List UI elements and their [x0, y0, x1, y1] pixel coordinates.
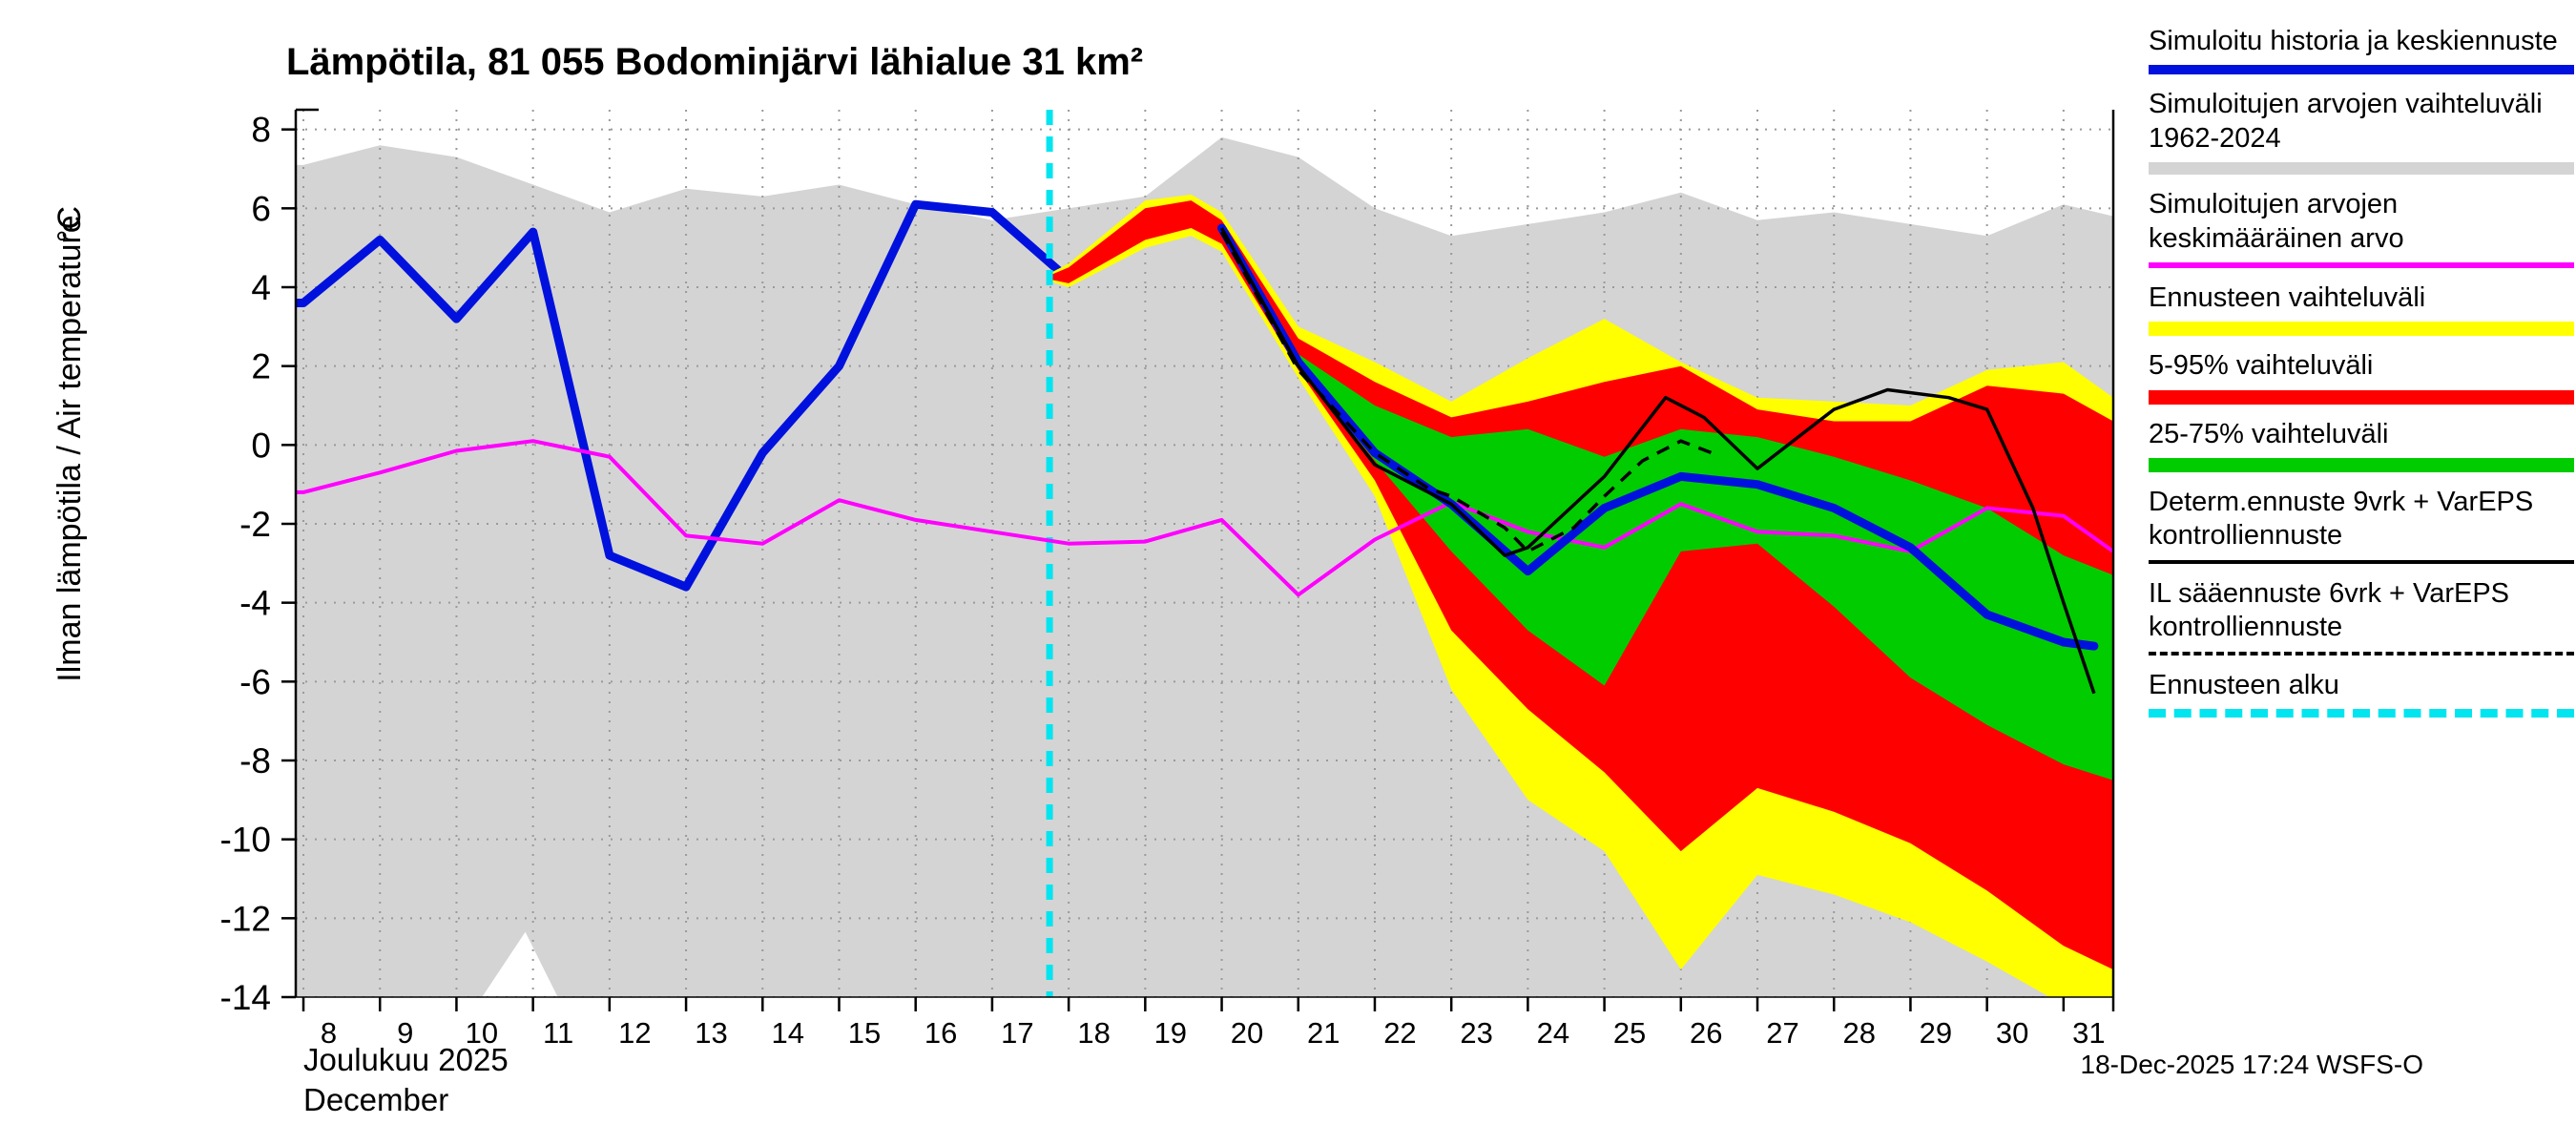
- legend-sample-sim-mean-value: [2149, 261, 2574, 268]
- axes: [281, 108, 2115, 1011]
- legend-entry-range-5-95: 5-95% vaihteluväli: [2149, 349, 2574, 405]
- svg-text:30: 30: [1996, 1016, 2028, 1050]
- legend-label: 25-75% vaihteluväli: [2149, 418, 2389, 449]
- y-axis-unit: °C: [52, 206, 88, 242]
- x-tick-labels: 8 9 10 11 12 13 14 15 16 17 18 19 20 21 22 23 24 25 26 27 28…: [321, 1016, 2106, 1050]
- svg-text:23: 23: [1460, 1016, 1492, 1050]
- x-axis-month-fi: Joulukuu 2025: [303, 1042, 509, 1077]
- svg-text:10: 10: [466, 1016, 498, 1050]
- generation-timestamp: 18-Dec-2025 17:24 WSFS-O: [2080, 1050, 2424, 1079]
- svg-text:9: 9: [397, 1016, 413, 1050]
- legend-label: Simuloitujen arvojen keskimääräinen arvo: [2149, 189, 2404, 254]
- svg-text:-2: -2: [239, 505, 271, 544]
- svg-text:-14: -14: [220, 978, 271, 1017]
- svg-text:22: 22: [1383, 1016, 1416, 1050]
- chart-legend: Simuloitu historia ja keskiennuste Simulo…: [2149, 25, 2574, 731]
- svg-text:-8: -8: [239, 741, 271, 781]
- legend-label: Ennusteen alku: [2149, 669, 2339, 700]
- svg-text:-4: -4: [239, 584, 271, 623]
- svg-text:12: 12: [618, 1016, 651, 1050]
- y-axis-label: Ilman lämpötila / Air temperature: [52, 215, 88, 681]
- legend-entry-sim-mean-value: Simuloitujen arvojen keskimääräinen arvo: [2149, 188, 2574, 268]
- svg-text:6: 6: [251, 189, 271, 228]
- legend-sample-forecast-start: [2149, 708, 2574, 718]
- svg-text:19: 19: [1154, 1016, 1187, 1050]
- plot-area: [296, 110, 2113, 997]
- legend-entry-forecast-range: Ennusteen vaihteluväli: [2149, 281, 2574, 337]
- legend-sample-range-25-75: [2149, 458, 2574, 472]
- series-simulated-history: [296, 199, 1226, 592]
- legend-label: Determ.ennuste 9vrk + VarEPS kontrollien…: [2149, 487, 2534, 552]
- svg-text:25: 25: [1613, 1016, 1646, 1050]
- legend-sample-range-5-95: [2149, 389, 2574, 405]
- legend-sample-sim-history-mean: [2149, 65, 2574, 75]
- svg-text:8: 8: [251, 111, 271, 150]
- legend-sample-sim-range: [2149, 162, 2574, 176]
- legend-label: Ennusteen vaihteluväli: [2149, 281, 2426, 313]
- svg-text:4: 4: [251, 268, 271, 307]
- legend-entry-range-25-75: 25-75% vaihteluväli: [2149, 418, 2574, 472]
- svg-text:15: 15: [848, 1016, 881, 1050]
- legend-entry-determ-forecast: Determ.ennuste 9vrk + VarEPS kontrollien…: [2149, 486, 2574, 564]
- legend-entry-il-forecast: IL sääennuste 6vrk + VarEPS kontrollienn…: [2149, 577, 2574, 656]
- svg-text:18: 18: [1077, 1016, 1110, 1050]
- svg-text:16: 16: [924, 1016, 957, 1050]
- svg-text:11: 11: [543, 1016, 573, 1050]
- legend-sample-il-forecast: [2149, 651, 2574, 656]
- band-forecast-25-75: [1298, 354, 2113, 781]
- legend-label: IL sääennuste 6vrk + VarEPS kontrollienn…: [2149, 577, 2510, 643]
- y-tick-labels: 8 6 4 2 0 -2 -4 -6 -8 -10 -12 -14: [220, 111, 271, 1017]
- svg-text:24: 24: [1537, 1016, 1569, 1050]
- svg-text:29: 29: [1920, 1016, 1952, 1050]
- svg-text:20: 20: [1231, 1016, 1263, 1050]
- svg-text:-12: -12: [220, 899, 271, 938]
- svg-text:31: 31: [2072, 1016, 2105, 1050]
- legend-label: 5-95% vaihteluväli: [2149, 350, 2374, 382]
- chart-title: Lämpötila, 81 055 Bodominjärvi lähialue …: [286, 41, 1143, 83]
- legend-entry-sim-history-mean: Simuloitu historia ja keskiennuste: [2149, 25, 2574, 75]
- svg-text:2: 2: [251, 347, 271, 386]
- svg-text:21: 21: [1307, 1016, 1340, 1050]
- svg-text:17: 17: [1001, 1016, 1033, 1050]
- legend-sample-determ-forecast: [2149, 559, 2574, 564]
- svg-text:-10: -10: [220, 821, 271, 860]
- legend-entry-sim-range: Simuloitujen arvojen vaihteluväli 1962-2…: [2149, 88, 2574, 176]
- series-historical-mean: [296, 439, 2113, 597]
- svg-text:14: 14: [772, 1016, 804, 1050]
- svg-text:8: 8: [321, 1016, 337, 1050]
- legend-label: Simuloitu historia ja keskiennuste: [2149, 26, 2558, 56]
- legend-entry-forecast-start: Ennusteen alku: [2149, 669, 2574, 718]
- series-mean-forecast: [1217, 223, 2099, 651]
- legend-sample-forecast-range: [2149, 322, 2574, 337]
- svg-text:-6: -6: [239, 662, 271, 701]
- series-determ-forecast: [1219, 227, 2096, 695]
- svg-text:26: 26: [1690, 1016, 1722, 1050]
- svg-text:28: 28: [1842, 1016, 1875, 1050]
- x-axis-month-en: December: [303, 1082, 448, 1117]
- svg-text:27: 27: [1766, 1016, 1798, 1050]
- svg-text:13: 13: [695, 1016, 727, 1050]
- series-il-forecast: [1219, 231, 1713, 554]
- legend-label: Simuloitujen arvojen vaihteluväli 1962-2…: [2149, 89, 2543, 154]
- svg-text:0: 0: [251, 426, 271, 465]
